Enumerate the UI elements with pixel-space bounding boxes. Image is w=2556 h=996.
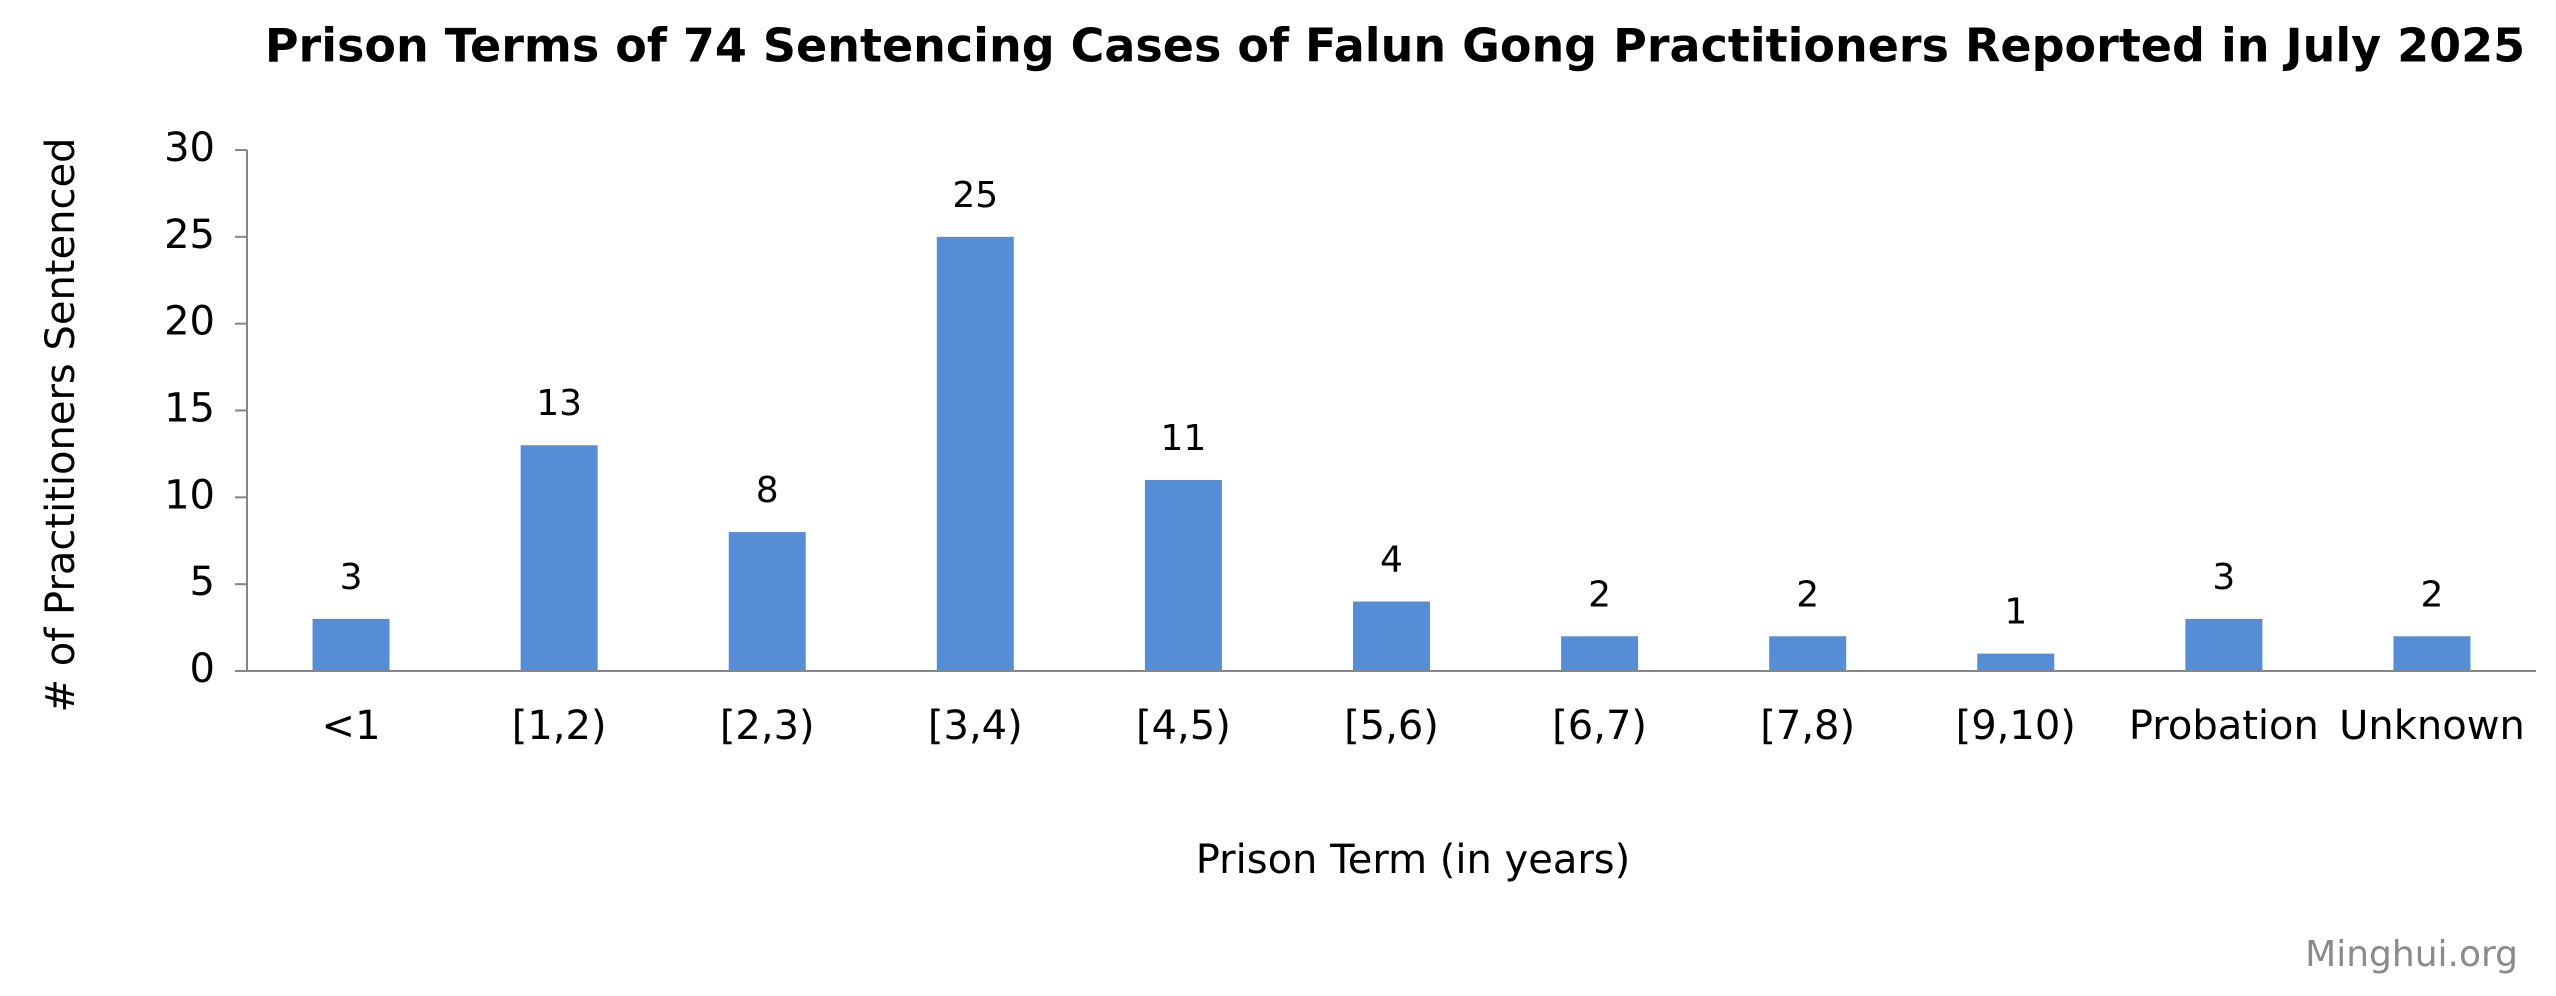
bar [1769,636,1847,671]
y-tick-label: 0 [190,646,215,692]
y-axis-label: # of Practitioners Sentenced [38,138,84,713]
bar [520,445,598,671]
data-label: 1 [2004,592,2027,633]
x-tick-label: <1 [322,703,381,749]
x-tick-label: [5,6) [1344,703,1439,749]
x-tick-label: [4,5) [1136,703,1231,749]
data-label: 2 [1588,574,1611,615]
watermark: Minghui.org [2305,934,2518,975]
bar [1977,653,2055,671]
data-label: 11 [1161,418,1207,459]
data-label: 3 [340,557,363,598]
y-tick-label: 5 [190,559,215,605]
x-tick-label: [7,8) [1760,703,1855,749]
y-tick-label: 15 [164,386,215,432]
x-axis-label: Prison Term (in years) [1196,837,1631,883]
bar [2393,636,2471,671]
chart-title: Prison Terms of 74 Sentencing Cases of F… [265,19,2525,73]
x-tick-label: [1,2) [512,703,607,749]
y-tick-label: 25 [164,212,215,258]
x-tick-label: [3,4) [928,703,1023,749]
bar [728,532,806,671]
bar [1144,479,1222,671]
x-tick-label: Unknown [2339,703,2525,749]
data-label: 3 [2212,557,2235,598]
data-label: 2 [2421,574,2444,615]
data-label: 4 [1380,540,1403,581]
bar [1353,601,1430,671]
x-tick-label: [6,7) [1552,703,1647,749]
data-label: 8 [756,470,779,511]
bar [2185,618,2263,671]
data-label: 2 [1796,574,1819,615]
data-label: 25 [952,175,998,216]
x-tick-label: Probation [2129,703,2319,749]
data-label: 13 [536,383,582,424]
bar [936,236,1014,672]
x-tick-label: [9,10) [1956,703,2076,749]
bar [312,618,390,671]
y-tick-label: 20 [164,299,215,345]
y-tick-label: 10 [164,472,215,518]
x-tick-label: [2,3) [720,703,815,749]
bar [1561,636,1639,671]
y-tick-label: 30 [164,125,215,171]
